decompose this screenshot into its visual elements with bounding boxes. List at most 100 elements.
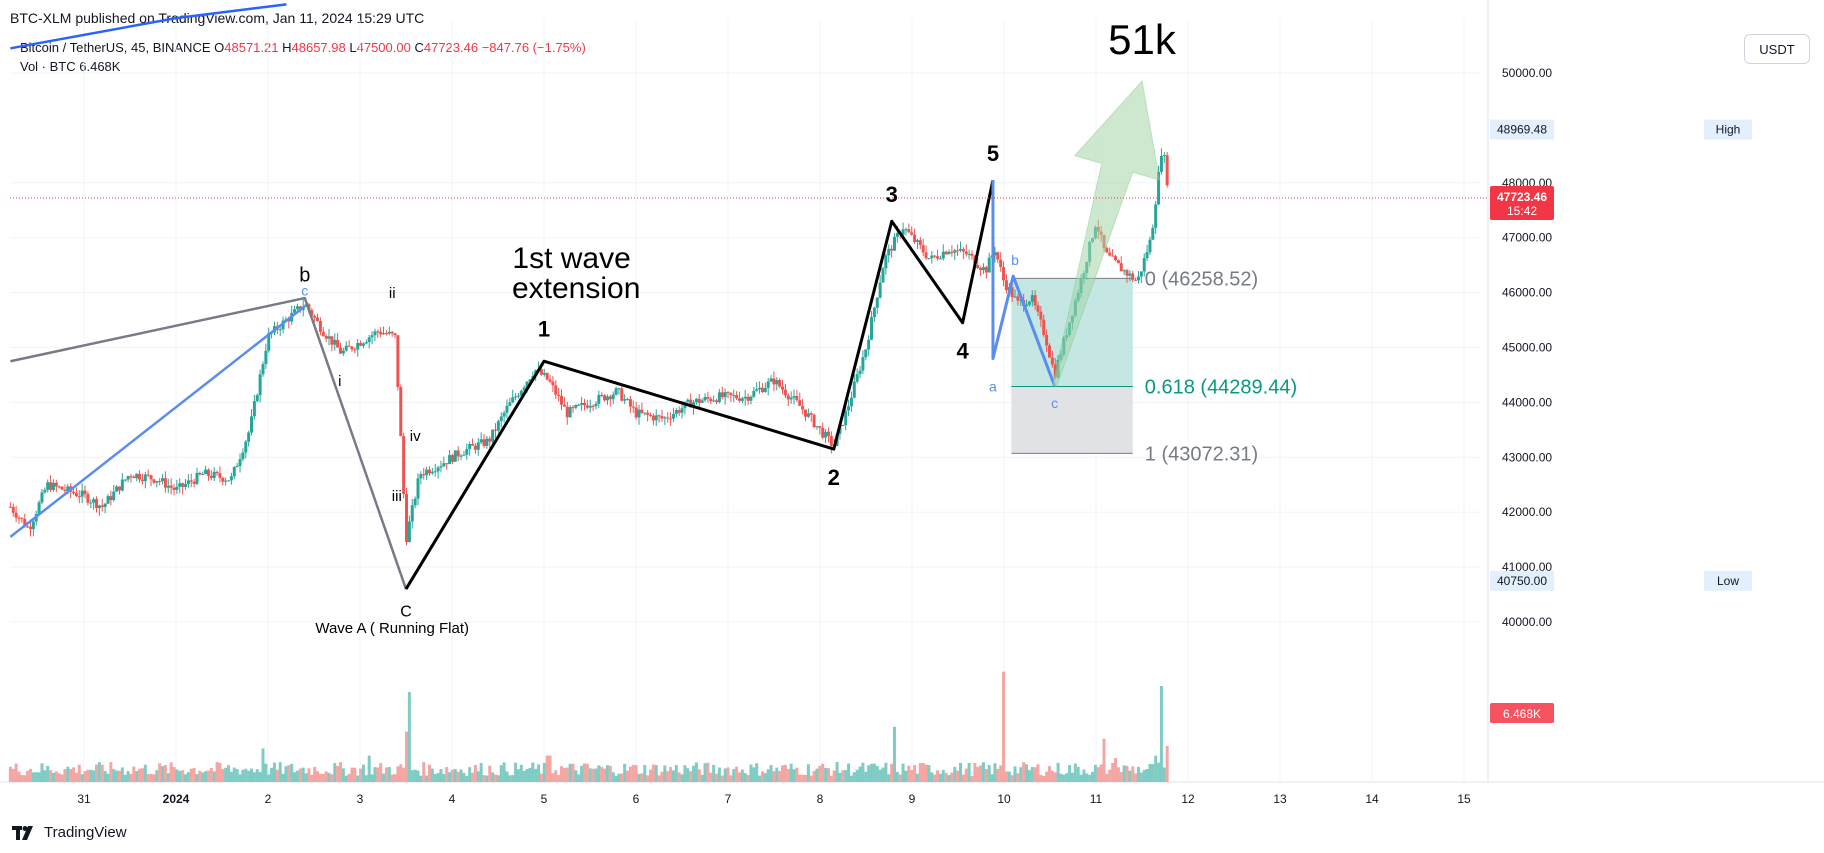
candle-body — [746, 396, 750, 401]
candle-body — [755, 389, 759, 391]
abc-wave-line[interactable] — [10, 296, 408, 590]
symbol-name[interactable]: Bitcoin / TetherUS, 45, BINANCE — [20, 40, 211, 55]
volume-bar — [950, 772, 954, 782]
volume-bar — [915, 773, 919, 782]
volume-bar — [663, 765, 667, 782]
candle-body — [488, 438, 492, 442]
candle-body — [861, 357, 865, 371]
candle-body — [158, 481, 162, 483]
volume-bar — [999, 765, 1003, 782]
candle-body — [878, 282, 882, 298]
x-tick-label: 2024 — [163, 792, 190, 806]
volume-bar — [772, 771, 776, 782]
volume-bar — [198, 770, 202, 782]
candle-body — [849, 397, 853, 407]
volume-bar — [258, 772, 262, 782]
volume-bar — [637, 773, 641, 782]
wave-label: iii — [392, 488, 402, 505]
volume-label[interactable]: Vol · BTC — [20, 59, 76, 74]
correction-wave-line[interactable] — [991, 180, 1057, 387]
volume-bar — [1022, 762, 1026, 782]
footer-brand[interactable]: TradingView — [12, 824, 127, 841]
candle-body — [967, 253, 971, 255]
volume-bar — [855, 769, 859, 782]
currency-button[interactable]: USDT — [1744, 34, 1810, 64]
candle-body — [723, 392, 727, 398]
volume-bar — [964, 768, 968, 782]
blue-trend-line[interactable] — [9, 305, 306, 538]
volume-bar — [293, 772, 297, 782]
volume-bar — [57, 773, 61, 782]
candle-body — [166, 485, 170, 488]
candle-body — [241, 452, 245, 460]
candle-body — [40, 492, 44, 503]
candle-body — [204, 469, 208, 475]
impulse-wave-line[interactable] — [404, 179, 995, 590]
candle-body — [396, 335, 400, 387]
candle-body — [660, 416, 664, 419]
volume-bar — [984, 768, 988, 782]
volume-bar — [132, 766, 136, 782]
volume-bar — [37, 772, 41, 782]
publish-caption: BTC-XLM published on TradingView.com, Ja… — [10, 10, 425, 26]
candle-body — [766, 381, 770, 389]
projection-arrow[interactable] — [1052, 80, 1161, 388]
volume-bar — [1068, 765, 1072, 782]
candle-body — [405, 494, 409, 542]
candle-body — [915, 240, 919, 242]
volume-bar — [1111, 763, 1115, 782]
volume-bar — [878, 769, 882, 782]
volume-bar — [844, 770, 848, 782]
volume-bar — [806, 764, 810, 782]
volume-bar — [482, 775, 486, 782]
candle-body — [23, 518, 27, 527]
volume-bar — [172, 766, 176, 782]
candle-body — [829, 435, 833, 446]
x-tick-label: 6 — [633, 792, 640, 806]
volume-bar — [634, 765, 638, 782]
candle-body — [826, 431, 830, 436]
volume-bar — [726, 767, 730, 782]
volume-bar — [554, 770, 558, 782]
volume-bar — [267, 774, 271, 782]
candle-body — [465, 448, 469, 455]
blue-top-line[interactable] — [10, 3, 287, 50]
candle-body — [1125, 270, 1129, 276]
wave-label: b — [299, 265, 310, 287]
volume-bar — [407, 692, 411, 782]
volume-bar — [895, 771, 899, 782]
volume-bar — [623, 763, 627, 782]
volume-bar — [789, 763, 793, 782]
volume-bar — [1102, 738, 1106, 782]
volume-bar — [1079, 774, 1083, 782]
hl-tag-name: High — [1716, 123, 1741, 137]
candle-body — [195, 472, 199, 484]
wave-label: c — [301, 282, 308, 298]
volume-bar — [278, 762, 282, 782]
candle-body — [597, 394, 601, 404]
volume-bar — [712, 764, 716, 782]
volume-bar — [901, 763, 905, 782]
candle-body — [1162, 155, 1166, 157]
volume-bar — [364, 775, 368, 782]
ohlc-change: −847.76 (−1.75%) — [481, 40, 586, 55]
candle-body — [183, 484, 187, 487]
volume-bar — [743, 773, 747, 782]
candle-body — [870, 317, 874, 340]
candle-body — [657, 415, 661, 417]
candle-body — [422, 474, 426, 476]
volume-bar — [66, 766, 70, 782]
candle-body — [178, 483, 182, 487]
candle-body — [462, 454, 466, 456]
hl-value: 48969.48 — [1497, 123, 1547, 137]
candle-body — [1145, 252, 1149, 259]
volume-bar — [597, 765, 601, 782]
candle-body — [359, 343, 363, 346]
x-tick-label: 3 — [357, 792, 364, 806]
candle-body — [812, 414, 816, 428]
x-tick-label: 4 — [449, 792, 456, 806]
candle-body — [717, 392, 721, 403]
volume-bar — [462, 772, 466, 782]
volume-bar — [594, 768, 598, 782]
